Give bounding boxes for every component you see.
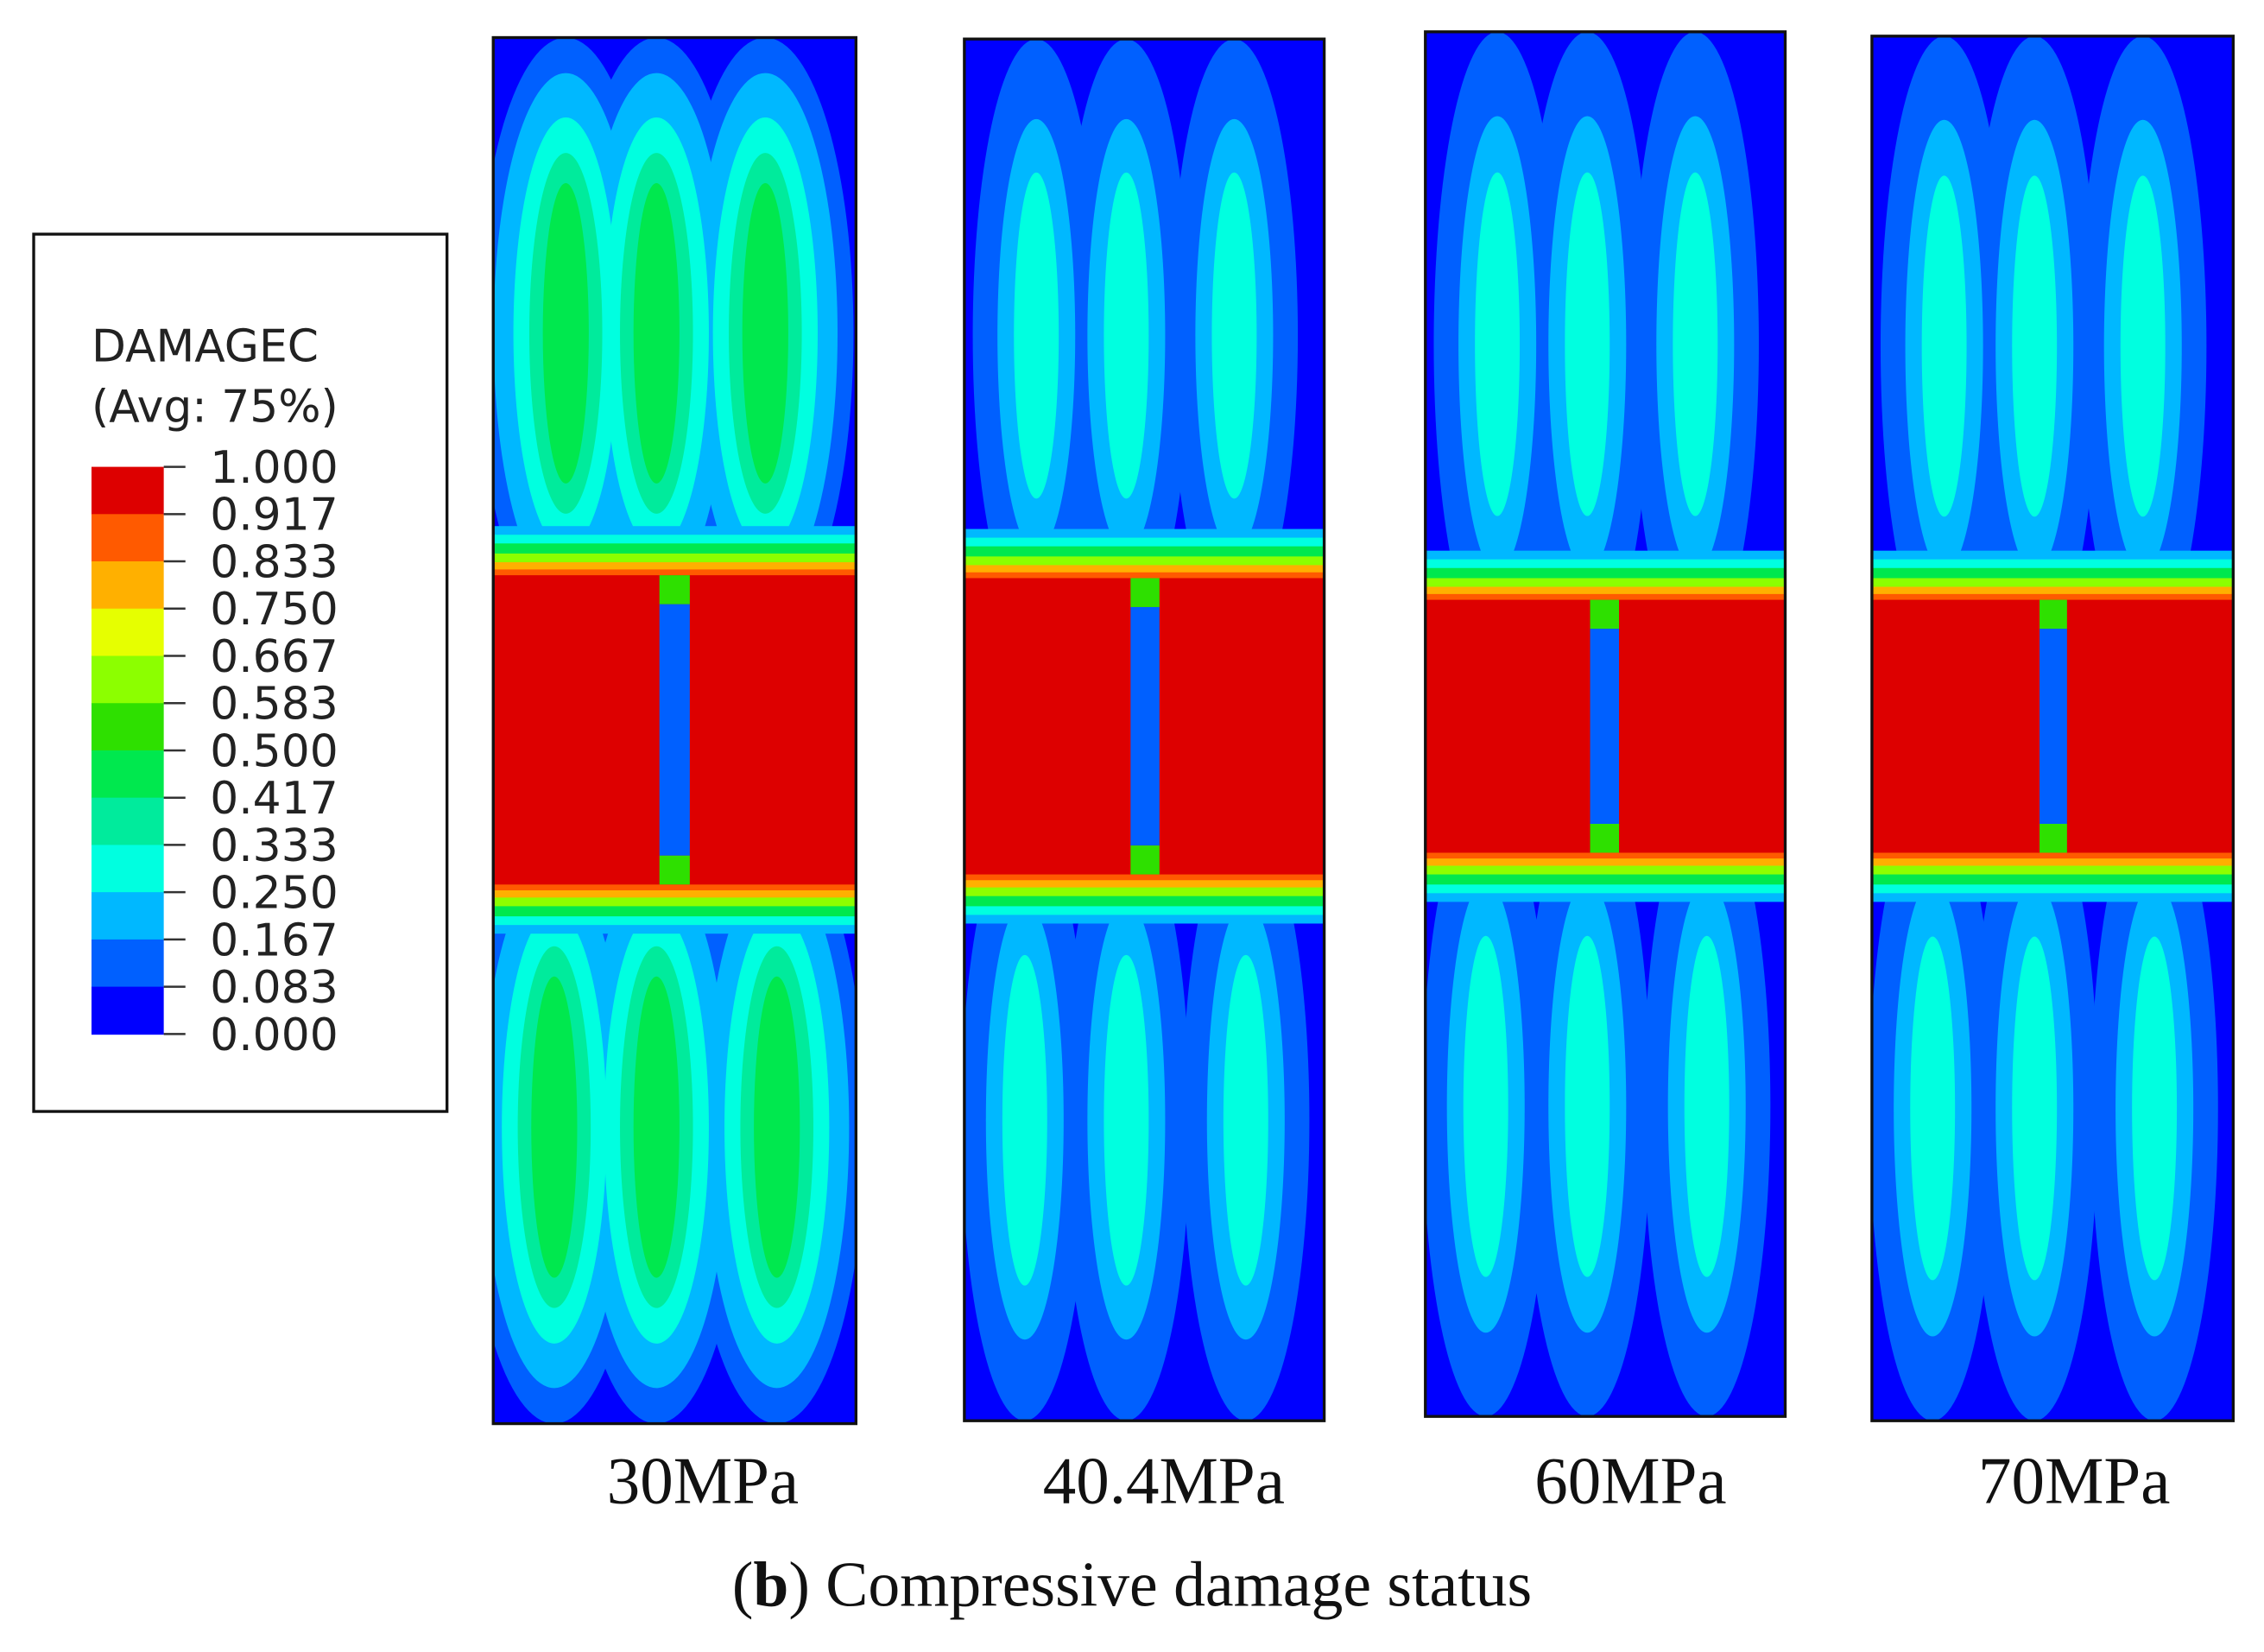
legend-label: 0.917 [210,490,338,541]
legend-label: 0.167 [210,915,338,966]
damage-streak [1475,172,1521,516]
contour-panel [1425,31,1786,1417]
legend-band [91,892,164,940]
damage-streak [1910,936,1956,1281]
panel-border [491,35,858,1426]
contour-panel [964,39,1325,1421]
crack-gap [1130,606,1160,846]
legend-label: 0.083 [210,962,338,1014]
crack-gap [659,604,690,856]
legend-band [91,845,164,893]
caption-letter: b [753,1548,788,1619]
damage-streak [542,182,589,484]
crack-gap-bottom [2039,823,2067,853]
legend-label: 0.750 [210,584,338,636]
legend-scale: 1.0000.9170.8330.7500.6670.5830.5000.417… [91,442,338,1061]
caption-text: ) Compressive damage status [788,1548,1532,1619]
damage-streak [1002,954,1047,1286]
crack-gap-top [659,575,690,604]
legend-subtitle: (Avg: 75%) [92,382,338,434]
legend-title: DAMAGEC [92,320,319,372]
damage-streak [1565,935,1610,1277]
legend-band [91,750,164,799]
legend-label: 1.000 [210,442,338,494]
damage-streak [2012,175,2058,517]
damage-streak [1463,935,1508,1277]
damage-streak [1223,954,1268,1286]
crack-gap-bottom [1590,823,1620,853]
crack-gap-top [1130,578,1160,607]
damage-streak [531,976,578,1278]
damage-streak [633,976,680,1278]
panels: 30MPa 40.4MPa 60MPa 70MPa [491,30,2236,1518]
damage-streak [1684,935,1730,1277]
panel-border [963,37,1326,1422]
panel-border [1870,35,2236,1422]
legend-label: 0.250 [210,868,338,920]
crack-gap [2039,629,2067,824]
crack-gap-bottom [659,855,690,885]
damage-streak [1014,172,1059,499]
legend-label: 0.583 [210,679,338,731]
legend-band [91,703,164,751]
crack-gap [1590,629,1620,824]
damage-streak [1921,175,1967,517]
damage-streak [2120,175,2166,517]
damage-streak [2012,936,2058,1281]
legend-label: 0.417 [210,773,338,825]
damage-streak [2132,936,2178,1281]
damage-streak [1211,172,1257,499]
panel-label: 30MPa [607,1444,799,1518]
legend-band [91,986,164,1035]
crack-gap-bottom [1130,845,1160,875]
damage-streak [633,182,680,484]
crack-gap-top [2039,599,2067,630]
panel-border [1424,30,1787,1418]
damage-streak [1104,172,1149,499]
legend-band [91,608,164,657]
legend-label: 0.667 [210,631,338,683]
damage-streak [754,976,800,1278]
caption: (b) Compressive damage status [732,1548,1532,1619]
panel-label: 70MPa [1978,1444,2170,1518]
legend-band [91,797,164,846]
damage-streak [1565,172,1610,516]
legend-label: 0.500 [210,725,338,777]
contour-panel [493,37,857,1424]
panel-label: 40.4MPa [1043,1444,1285,1518]
legend-band [91,466,164,516]
legend-label: 0.000 [210,1010,338,1061]
damage-streak [1104,954,1149,1286]
damage-streak [742,182,788,484]
damage-streak [1673,172,1718,516]
caption-open: ( [732,1548,754,1619]
legend-label: 0.833 [210,536,338,588]
legend-band [91,514,164,562]
contour-panel [1871,35,2234,1421]
legend-band [91,561,164,610]
legend-band [91,939,164,988]
crack-gap-top [1590,599,1620,630]
legend-band [91,655,164,705]
legend-label: 0.333 [210,820,338,872]
panel-label: 60MPa [1534,1444,1726,1518]
